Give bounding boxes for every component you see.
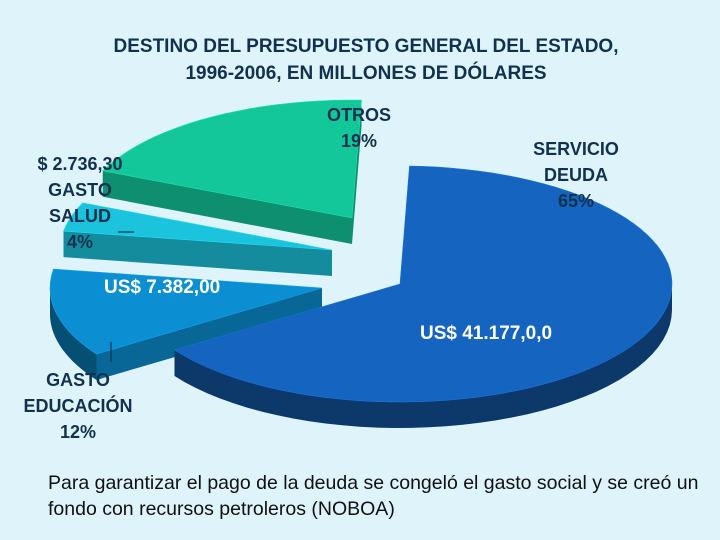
slice-label-educacion: GASTO EDUCACIÓN 12% US$ 7.382,00 — [23, 277, 220, 442]
chart-title-line-2: 1996-2006, EN MILLONES DE DÓLARES — [185, 62, 546, 84]
slice-value-salud: $ 2.736,30 — [37, 154, 122, 174]
pie-slice-otros-wall-0 — [102, 170, 353, 244]
pie-slice-salud-top — [63, 202, 333, 251]
chart-title-line-1: DESTINO DEL PRESUPUESTO GENERAL DEL ESTA… — [114, 36, 619, 57]
slice-label-otros-line-0: OTROS — [327, 105, 391, 125]
pie-slice-educacion-rim — [50, 288, 97, 380]
pie-slices — [49, 99, 673, 428]
slice-label-educacion-line-2: 12% — [60, 422, 96, 442]
pie-slice-otros-top — [102, 99, 362, 219]
slice-label-otros-line-1: 19% — [341, 131, 377, 151]
pie-slice-educacion-top — [49, 268, 323, 355]
pie-slice-deuda-top — [173, 165, 673, 403]
slice-label-deuda-line-1: DEUDA — [544, 165, 608, 185]
slice-label-salud-line-1: SALUD — [49, 206, 111, 226]
slice-label-otros: OTROS 19% — [327, 105, 391, 151]
chart-title: DESTINO DEL PRESUPUESTO GENERAL DEL ESTA… — [114, 36, 619, 84]
leader-lines — [110, 231, 134, 362]
pie-slice-salud — [63, 202, 333, 276]
pie-slice-otros — [102, 99, 362, 244]
slice-label-salud: $ 2.736,30 GASTO SALUD 4% — [37, 154, 122, 252]
slice-label-educacion-line-1: EDUCACIÓN — [23, 395, 132, 416]
pie-slice-educacion — [49, 268, 323, 380]
pie-slice-otros-wall-1 — [352, 100, 362, 244]
pie-slice-educacion-wall-0 — [96, 288, 323, 380]
slice-label-deuda-line-2: 65% — [558, 191, 594, 211]
caption-text: Para garantizar el pago de la deuda se c… — [48, 472, 699, 520]
pie-slice-deuda-rim — [174, 284, 672, 428]
slice-label-educacion-line-0: GASTO — [46, 370, 110, 390]
pie-slice-deuda — [173, 165, 673, 428]
slice-label-salud-line-0: GASTO — [48, 180, 112, 200]
slice-value-educacion: US$ 7.382,00 — [104, 277, 220, 298]
slice-labels: SERVICIO DEUDA 65% US$ 41.177,0,0 GASTO EDUCA… — [23, 105, 618, 442]
pie-slice-salud-wall-0 — [63, 231, 333, 276]
slice-label-deuda: SERVICIO DEUDA 65% US$ 41.177,0,0 — [420, 139, 619, 344]
slice-value-deuda: US$ 41.177,0,0 — [420, 323, 552, 344]
pie-chart: DESTINO DEL PRESUPUESTO GENERAL DEL ESTA… — [23, 36, 673, 442]
slice-label-salud-line-2: 4% — [67, 232, 93, 252]
slice-label-deuda-line-0: SERVICIO — [533, 139, 619, 159]
